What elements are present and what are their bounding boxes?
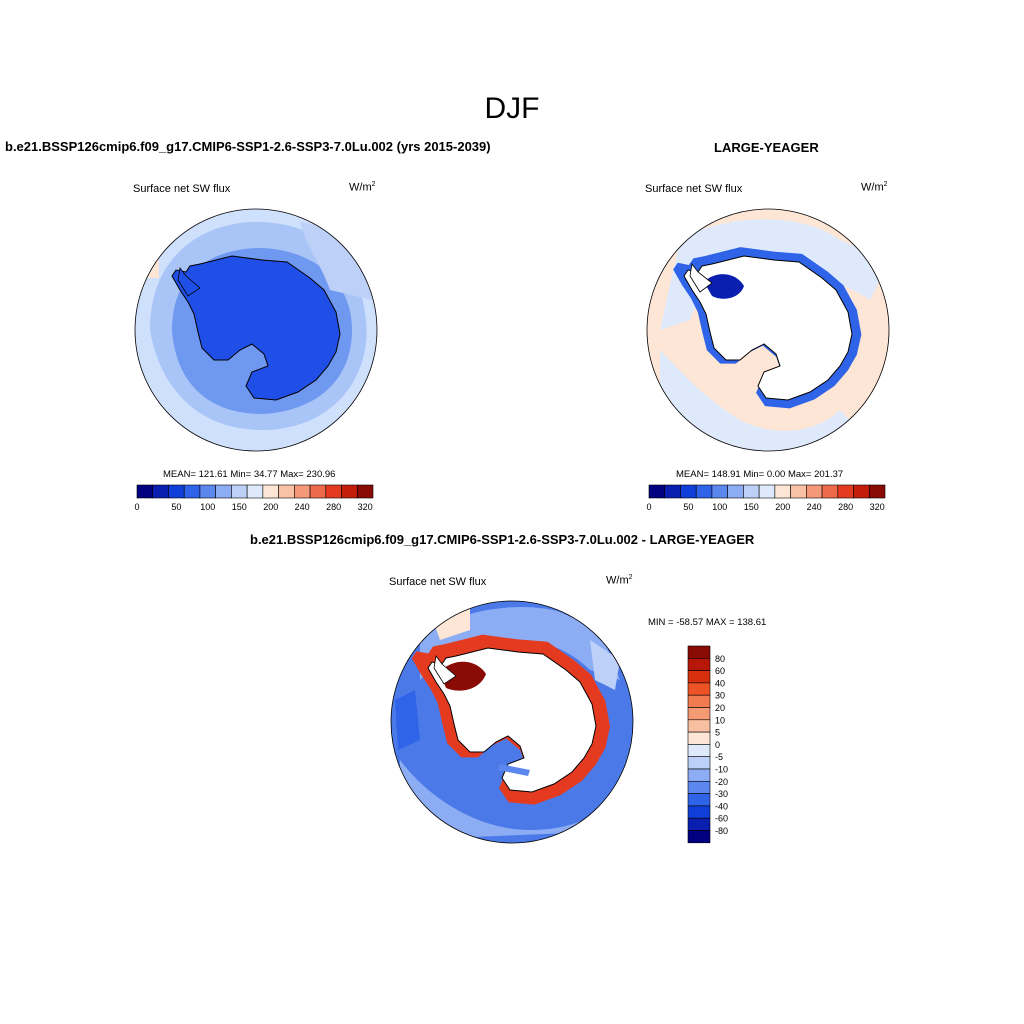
panel1-colorbar-tick-label: 150 [232, 502, 247, 512]
panel2-colorbar-tick-label: 150 [744, 502, 759, 512]
diff-colorbar-box [687, 719, 711, 733]
diff-colorbar-box [687, 817, 711, 831]
panel1-colorbar-tick-label: 240 [295, 502, 310, 512]
panel2-colorbar-box [743, 484, 760, 499]
diff-colorbar-tick-label: 30 [715, 691, 725, 701]
panel1-colorbar-box [246, 484, 264, 499]
diff-colorbar-tick-label: 60 [715, 666, 725, 676]
panel2-colorbar-box [790, 484, 807, 499]
figure-title: DJF [484, 92, 540, 125]
panel1-colorbar-tick-label: 320 [358, 502, 373, 512]
diff-colorbar-tick-label: 20 [715, 703, 725, 713]
panel2-colorbar-tick-label: 100 [712, 502, 727, 512]
panel1-colorbar-box [231, 484, 248, 499]
panel2-colorbar-box [821, 484, 839, 499]
diff-colorbar-box [687, 707, 711, 721]
diff-stats: MIN = -58.57 MAX = 138.61 [648, 617, 767, 628]
panel2-colorbar-box [664, 484, 681, 499]
panel2-variable-label: Surface net SW flux [645, 183, 743, 195]
panel1-colorbar-box [199, 484, 216, 499]
diff-colorbar-box [687, 744, 711, 758]
diff-colorbar-box [687, 830, 711, 844]
panel1-title: b.e21.BSSP126cmip6.f09_g17.CMIP6-SSP1-2.… [5, 139, 491, 154]
diff-colorbar-tick-label: -5 [715, 752, 723, 762]
diff-colorbar-box [687, 694, 711, 708]
panel1-stats: MEAN= 121.61 Min= 34.77 Max= 230.96 [163, 469, 336, 480]
diff-colorbar-tick-label: 10 [715, 715, 725, 725]
panel1-colorbar-box [356, 484, 374, 499]
diff-colorbar-box [687, 731, 711, 745]
panel1-colorbar-tick-label: 50 [171, 502, 181, 512]
panel2-colorbar-tick-label: 280 [838, 502, 853, 512]
panel2-title: LARGE-YEAGER [714, 140, 819, 155]
diff-colorbar-box [687, 768, 711, 782]
diff-colorbar-box [687, 657, 711, 671]
diff-colorbar: 80 60 40 30 20 10 5 0 -5 -10 -20 -30 -40 -60 -80 [687, 645, 728, 844]
panel1-colorbar-box [309, 484, 327, 499]
panel1-colorbar-box [294, 484, 311, 499]
panel2-colorbar-box [868, 484, 886, 499]
panel1-colorbar-tick-label: 100 [200, 502, 215, 512]
panel1-colorbar-box [168, 484, 185, 499]
diff-variable-label: Surface net SW flux [389, 576, 487, 588]
panel2-colorbar-box [648, 484, 666, 499]
panel1-colorbar-box [136, 484, 154, 499]
panel1-colorbar-box [262, 484, 279, 499]
panel1-map [134, 208, 378, 452]
panel1-variable-label: Surface net SW flux [133, 183, 231, 195]
diff-colorbar-box [687, 670, 711, 684]
diff-colorbar-tick-label: -80 [715, 826, 728, 836]
diff-colorbar-tick-label: -30 [715, 789, 728, 799]
panel1-units-label: W/m2 [349, 181, 376, 194]
panel1-colorbar-box [183, 484, 201, 499]
diff-colorbar-tick-label: -40 [715, 801, 728, 811]
diff-colorbar-tick-label: 80 [715, 654, 725, 664]
panel1-colorbar-box [278, 484, 295, 499]
diff-colorbar-box [687, 793, 711, 807]
panel1-colorbar-tick-label: 0 [134, 502, 139, 512]
diff-colorbar-tick-label: 40 [715, 678, 725, 688]
diff-colorbar-tick-label: 5 [715, 728, 720, 738]
panel2-colorbar-box [758, 484, 776, 499]
diff-colorbar-tick-label: -60 [715, 814, 728, 824]
panel2-map [646, 208, 890, 452]
panel2-stats: MEAN= 148.91 Min= 0.00 Max= 201.37 [676, 469, 844, 480]
panel2-colorbar: 0 50 100 150 200 240 280 320 [646, 484, 886, 512]
panel2-colorbar-box [695, 484, 713, 499]
panel2-colorbar-box [680, 484, 697, 499]
diff-panel-title: b.e21.BSSP126cmip6.f09_g17.CMIP6-SSP1-2.… [250, 532, 755, 547]
diff-colorbar-tick-label: -10 [715, 765, 728, 775]
diff-units-label: W/m2 [606, 574, 633, 587]
panel2-colorbar-tick-label: 240 [807, 502, 822, 512]
panel1-colorbar-box [215, 484, 232, 499]
panel1-colorbar-box [325, 484, 342, 499]
diff-colorbar-tick-label: -20 [715, 777, 728, 787]
panel2-colorbar-box [853, 484, 870, 499]
diff-map [390, 600, 634, 844]
panel2-colorbar-tick-label: 0 [646, 502, 651, 512]
panel1-colorbar-tick-label: 200 [263, 502, 278, 512]
panel1-colorbar-tick-label: 280 [326, 502, 341, 512]
panel2-colorbar-box [806, 484, 823, 499]
diff-colorbar-box [687, 805, 711, 819]
panel2-colorbar-box [774, 484, 791, 499]
diff-colorbar-box [687, 645, 711, 659]
panel2-colorbar-tick-label: 200 [775, 502, 790, 512]
panel1-colorbar: 0 50 100 150 200 240 280 320 [134, 484, 374, 512]
panel2-colorbar-tick-label: 320 [870, 502, 885, 512]
panel1-colorbar-box [341, 484, 358, 499]
diff-colorbar-tick-label: 0 [715, 740, 720, 750]
panel1-colorbar-box [152, 484, 169, 499]
panel2-colorbar-box [727, 484, 744, 499]
panel2-colorbar-tick-label: 50 [683, 502, 693, 512]
diff-colorbar-box [687, 682, 711, 696]
panel2-colorbar-box [711, 484, 728, 499]
diff-colorbar-box [687, 756, 711, 770]
panel2-units-label: W/m2 [861, 181, 888, 194]
panel2-colorbar-box [837, 484, 854, 499]
diff-colorbar-box [687, 780, 711, 794]
